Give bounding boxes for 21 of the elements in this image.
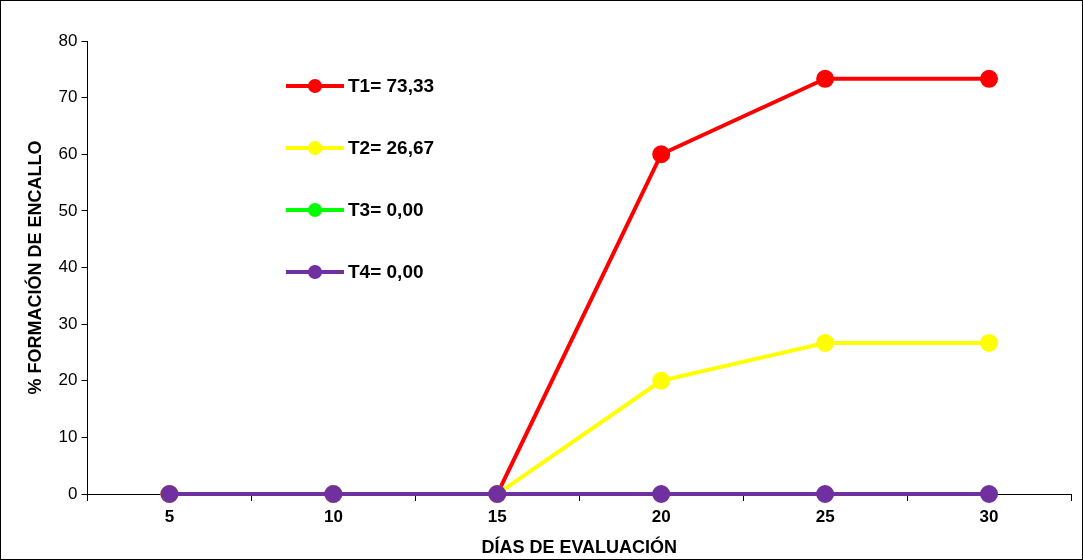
x-tick-label: 25 [815,506,835,526]
x-tick-label: 5 [164,506,175,526]
y-tick-label: 0 [68,483,78,503]
y-tick-label: 80 [58,30,78,50]
legend-label: T4= 0,00 [348,261,424,283]
legend-label: T3= 0,00 [348,199,424,221]
legend-label: T1= 73,33 [348,75,435,97]
y-axis-title: % FORMACIÓN DE ENCALLO [23,140,45,395]
y-tick-label: 20 [58,370,78,390]
x-tick-label: 10 [323,506,343,526]
y-tick-label: 70 [58,87,78,107]
y-tick-label: 30 [58,313,78,333]
x-axis-title: DÍAS DE EVALUACIÓN [481,536,678,558]
legend-label: T2= 26,67 [348,137,435,159]
y-tick-label: 60 [58,143,78,163]
y-tick-label: 50 [58,200,78,220]
y-tick-label: 40 [58,257,78,277]
x-tick-label: 15 [487,506,507,526]
x-tick-label: 20 [651,506,671,526]
y-tick-label: 10 [58,427,78,447]
x-tick-label: 30 [979,506,999,526]
